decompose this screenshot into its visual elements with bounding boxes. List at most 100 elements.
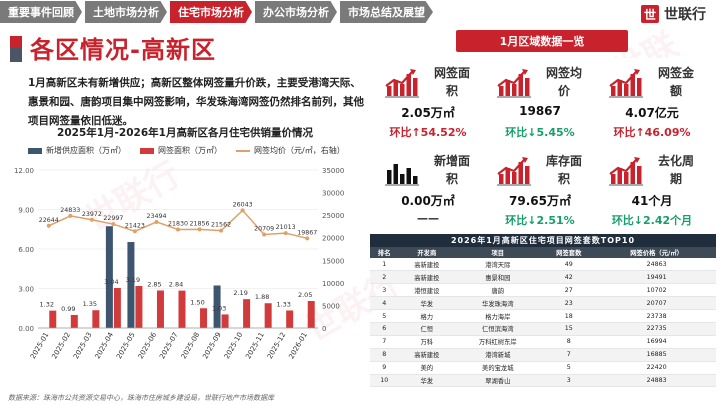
kpi-value: 79.65万㎡ <box>509 194 571 208</box>
sold-bar <box>264 303 272 328</box>
table-row: 6 仁恒 仁恒滨海湾 15 22735 <box>370 322 716 336</box>
sold-bar <box>49 310 57 328</box>
table-row: 8 高新建投 港湾新城 7 16885 <box>370 348 716 362</box>
x-tick-label: 2025-09 <box>201 331 223 360</box>
table-cell: 10 <box>370 374 399 388</box>
trend-chart-icon <box>385 69 419 98</box>
tab-3[interactable]: 住宅市场分析 <box>170 1 252 23</box>
sold-bar <box>113 287 121 328</box>
x-tick-label: 2025-04 <box>94 331 116 361</box>
table-cell: 格力海岸 <box>455 309 541 323</box>
kpi-card-2: 网签均价 19867 环比↓5.45% <box>486 58 594 142</box>
table-cell: 16994 <box>597 335 716 349</box>
table-cell: 翠湖香山 <box>455 374 541 388</box>
x-tick-label: 2025-11 <box>244 331 266 360</box>
table-cell: 10702 <box>597 283 716 298</box>
tab-4[interactable]: 办公市场分析 <box>255 1 337 23</box>
table-cell: 42 <box>540 270 598 285</box>
table-cell: 6 <box>370 322 399 336</box>
y-tick-label: 3.00 <box>18 286 34 294</box>
table-cell: 23738 <box>597 309 716 323</box>
price-data-label: 22644 <box>39 217 59 224</box>
y-tick-label: 0.00 <box>18 325 34 333</box>
page-title: 各区情况-高新区 <box>30 36 216 64</box>
table-cell: 华发珠海湾 <box>455 296 541 311</box>
table-header-5: 网签价格（元/㎡） <box>597 247 716 258</box>
table-row: 4 华发 华发珠海湾 23 20707 <box>370 296 716 311</box>
table-cell: 19491 <box>597 270 716 285</box>
table-cell: 24863 <box>597 258 716 272</box>
price-point <box>240 208 245 213</box>
chart-legend: 新增供应面积（万㎡） 网签面积（万㎡） 网签均价（元/㎡，右轴） <box>28 145 345 156</box>
sold-data-label: 1.03 <box>212 304 226 312</box>
x-tick-label: 2025-06 <box>137 331 159 361</box>
sold-bar <box>243 299 251 328</box>
sold-bar <box>286 310 294 328</box>
trend-chart-icon <box>609 69 643 98</box>
x-tick-label: 2025-07 <box>158 331 180 360</box>
price-data-label: 19867 <box>297 229 317 236</box>
title-bullet-accent <box>10 48 22 62</box>
y2-tick-label: 5000 <box>322 302 340 310</box>
table-cell: 高新建投 <box>398 258 456 272</box>
x-tick-label: 2025-02 <box>50 331 72 360</box>
price-data-label: 21013 <box>276 224 296 231</box>
x-tick-label: 2025-01 <box>29 331 51 360</box>
table-row: 2 高新建投 惠景和园 42 19491 <box>370 270 716 285</box>
table-cell: 高新建投 <box>398 270 456 285</box>
table-cell: 9 <box>370 361 399 375</box>
x-tick-label: 2025-10 <box>223 331 245 360</box>
data-source: 数据来源：珠海市公共资源交易中心，珠海市住房城乡建设局，世联行地产市场数据库 <box>8 394 274 402</box>
kpi-label: 网签均价 <box>545 66 582 98</box>
kpi-change: 环比↑46.09% <box>613 126 691 139</box>
sold-data-label: 3.04 <box>104 278 118 286</box>
sold-data-label: 1.88 <box>255 293 269 301</box>
table-header-4: 网签套数 <box>540 247 598 258</box>
table-title: 2026年1月高新区住宅项目网签套数TOP10 <box>370 234 716 247</box>
table-cell: 万科红树东岸 <box>455 335 541 349</box>
y-tick-label: 9.00 <box>18 207 34 215</box>
brand-logo: 世 世联行 <box>641 4 706 24</box>
trend-chart-icon <box>497 157 531 186</box>
sold-data-label: 2.19 <box>233 289 247 297</box>
brand-name: 世联行 <box>664 7 706 23</box>
table-cell: 5 <box>540 361 598 375</box>
kpi-change: 环比↑54.52% <box>389 126 467 139</box>
sold-data-label: 1.32 <box>40 301 54 309</box>
kpi-card-3: 网签金额 4.07亿元 环比↑46.09% <box>598 58 706 142</box>
sold-bar <box>307 301 315 328</box>
sold-bar <box>135 285 143 328</box>
table-row: 1 高新建投 港湾天际 49 24863 <box>370 258 716 272</box>
sold-data-label: 2.85 <box>147 280 161 288</box>
price-point <box>132 229 137 234</box>
tab-1[interactable]: 重要事件回顾 <box>0 1 82 23</box>
table-cell: 27 <box>540 283 598 298</box>
x-tick-label: 2025-08 <box>180 331 202 360</box>
kpi-label: 网签金额 <box>657 66 694 98</box>
table-cell: 5 <box>370 309 399 323</box>
price-data-label: 21562 <box>211 222 231 229</box>
table-row: 7 万科 万科红树东岸 8 16994 <box>370 335 716 349</box>
price-point <box>68 213 73 218</box>
price-data-label: 24833 <box>60 207 80 214</box>
tab-2[interactable]: 土地市场分析 <box>85 1 167 23</box>
tab-5[interactable]: 市场总结及展望 <box>340 1 433 23</box>
sold-bar <box>92 310 100 328</box>
table-cell: 美的宝龙城 <box>455 361 541 375</box>
sold-data-label: 1.50 <box>190 298 204 306</box>
table-cell: 仁恒 <box>398 322 456 336</box>
table-cell: 美的 <box>398 361 456 375</box>
panel-title: 1月区域数据一览 <box>456 30 628 52</box>
brand-mark-icon: 世 <box>641 5 659 23</box>
table-cell: 15 <box>540 322 598 336</box>
price-point <box>111 222 116 227</box>
kpi-label: 新增面积 <box>433 154 470 186</box>
trend-chart-icon <box>609 157 643 186</box>
supply-bar <box>105 226 113 328</box>
table-cell: 8 <box>370 348 399 362</box>
kpi-change: —— <box>417 212 439 225</box>
supply-sales-chart: 0.00 3.00 6.00 9.00 12.00 0 5000 10000 15000 2000… <box>14 167 344 361</box>
table-cell: 港恒建设 <box>398 283 456 298</box>
table-cell: 49 <box>540 258 598 272</box>
table-cell: 3 <box>540 374 598 388</box>
